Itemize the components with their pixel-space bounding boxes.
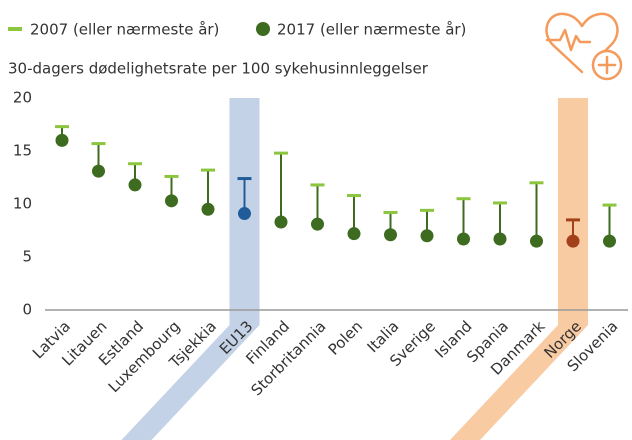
highlight-band xyxy=(450,98,588,440)
dot-2017 xyxy=(603,234,616,248)
dot-2017 xyxy=(92,164,105,178)
y-tick-label: 0 xyxy=(22,301,32,319)
dot-2017 xyxy=(201,202,215,216)
dot-2017 xyxy=(457,232,470,246)
dot-2017 xyxy=(238,207,251,221)
y-tick-label: 5 xyxy=(22,248,32,266)
legend-label: 2017 (eller nærmeste år) xyxy=(277,21,466,39)
dot-2017 xyxy=(347,227,361,241)
y-tick-label: 20 xyxy=(13,89,32,107)
dot-2017 xyxy=(128,178,142,192)
dot-2017 xyxy=(493,232,507,246)
y-tick-label: 15 xyxy=(13,142,32,160)
dot-2017 xyxy=(55,133,69,147)
dot-2017 xyxy=(311,217,324,231)
dot-2017 xyxy=(530,234,543,248)
legend-swatch-2017 xyxy=(256,22,270,36)
y-tick-label: 10 xyxy=(13,195,32,213)
dot-2017 xyxy=(566,234,580,248)
heart-icon xyxy=(545,12,623,81)
highlight-bands xyxy=(121,98,588,440)
dot-2017 xyxy=(420,229,434,243)
dot-2017 xyxy=(274,215,288,229)
dot-2017 xyxy=(165,194,178,208)
x-tick-label: Polen xyxy=(325,317,366,358)
legend-label: 2007 (eller nærmeste år) xyxy=(30,21,219,39)
chart-subtitle: 30-dagers dødelighetsrate per 100 sykehu… xyxy=(8,60,429,78)
dot-2017 xyxy=(384,228,397,242)
highlight-band xyxy=(121,98,260,440)
